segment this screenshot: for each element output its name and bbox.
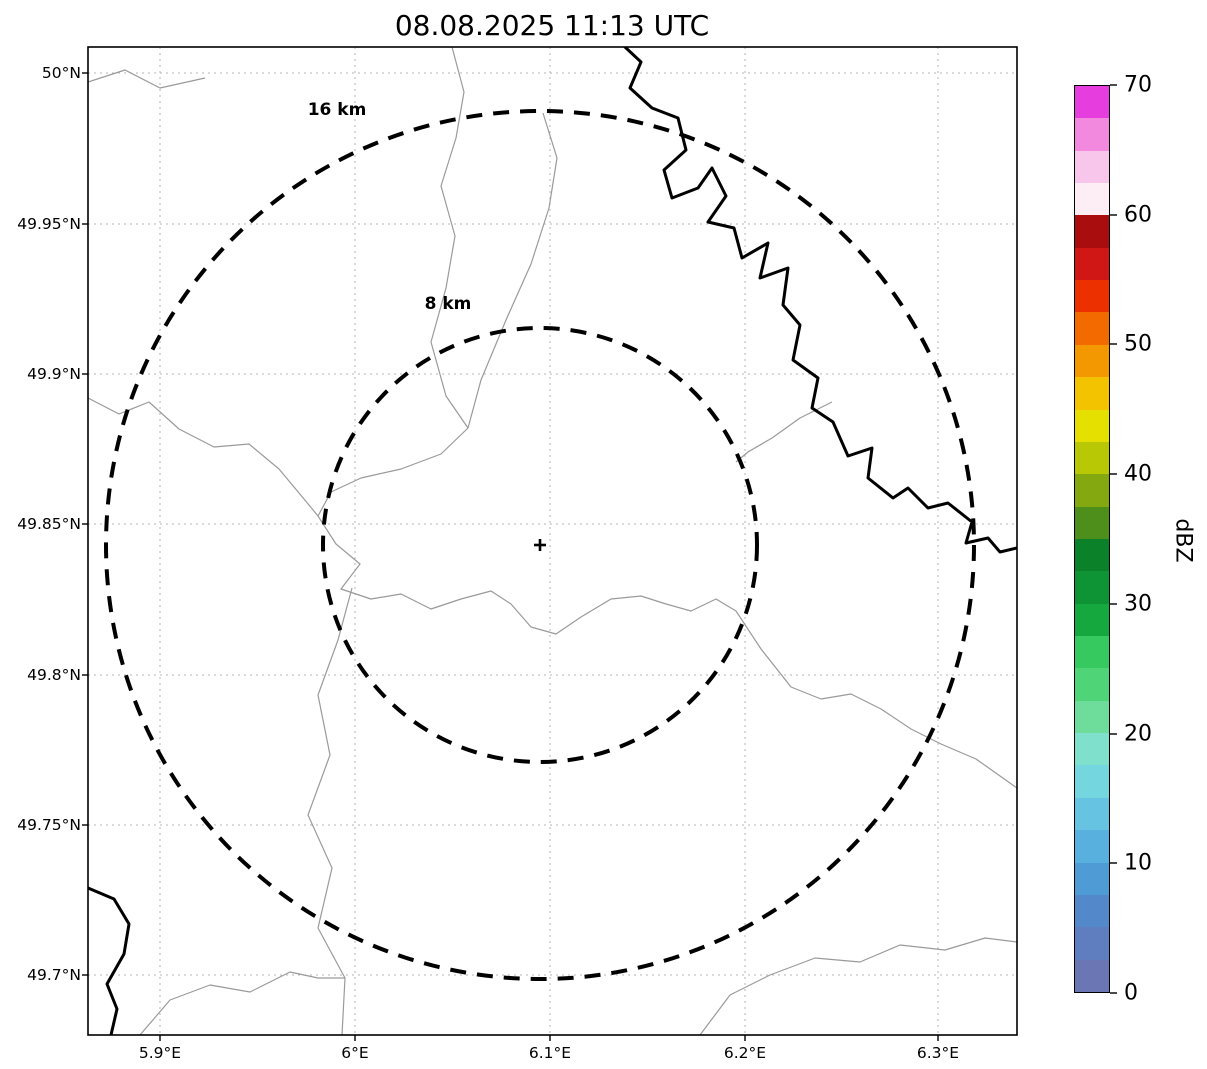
river-line [88, 47, 1017, 1035]
colorbar-tick-label: 10 [1124, 850, 1152, 876]
colorbar-segment [1075, 862, 1109, 895]
lon-tick-label: 6°E [341, 1044, 368, 1062]
colorbar-segment [1075, 894, 1109, 928]
lat-tick-label: 49.9°N [27, 365, 81, 383]
range-ring-16km [104, 109, 976, 981]
colorbar-segment [1075, 765, 1109, 798]
colorbar-segment [1075, 344, 1109, 378]
colorbar [1074, 85, 1110, 993]
colorbar-tick-label: 40 [1124, 461, 1152, 487]
colorbar-segment [1075, 700, 1109, 734]
lat-tick-label: 49.95°N [17, 215, 81, 233]
colorbar-segment [1075, 377, 1109, 410]
lat-tick-label: 50°N [42, 64, 81, 82]
colorbar-tick-label: 0 [1124, 980, 1138, 1006]
colorbar-tick-label: 30 [1124, 591, 1152, 617]
grid-lines [88, 47, 1017, 1035]
colorbar-segment [1075, 959, 1109, 992]
colorbar-segment [1075, 733, 1109, 766]
colorbar-segment [1075, 312, 1109, 345]
colorbar-segment [1075, 797, 1109, 831]
border-lines [88, 47, 1017, 1035]
colorbar-segment [1075, 571, 1109, 604]
colorbar-segment [1075, 280, 1109, 313]
lat-tick-label: 49.8°N [27, 666, 81, 684]
colorbar-tick-label: 60 [1124, 202, 1152, 228]
colorbar-tick-label: 20 [1124, 721, 1152, 747]
colorbar-segment [1075, 636, 1109, 669]
colorbar-segment [1075, 830, 1109, 863]
colorbar-segment [1075, 506, 1109, 539]
colorbar-tick-label: 70 [1124, 72, 1152, 98]
colorbar-segment [1075, 215, 1109, 248]
colorbar-segment [1075, 474, 1109, 507]
colorbar-segment [1075, 409, 1109, 442]
radar-center-marker [534, 539, 546, 551]
figure-title: 08.08.2025 11:13 UTC [394, 9, 710, 42]
colorbar-tick-label: 50 [1124, 331, 1152, 357]
colorbar-segment [1075, 441, 1109, 475]
ring-label-8km: 8 km [425, 294, 472, 314]
colorbar-segment [1075, 85, 1109, 119]
colorbar-segment [1075, 603, 1109, 637]
colorbar-axis-label: dBZ [1170, 518, 1196, 563]
axis-tick-marks [82, 72, 939, 1041]
colorbar-segment [1075, 150, 1109, 184]
lon-tick-label: 6.2°E [724, 1044, 766, 1062]
colorbar-segment [1075, 927, 1109, 960]
ring-label-16km: 16 km [308, 100, 367, 120]
colorbar-tick-marks [1110, 84, 1117, 994]
lon-tick-label: 6.3°E [917, 1044, 959, 1062]
colorbar-segment [1075, 538, 1109, 572]
lat-tick-label: 49.75°N [17, 816, 81, 834]
lon-tick-label: 5.9°E [139, 1044, 181, 1062]
map-frame [87, 46, 1018, 1036]
colorbar-segment [1075, 183, 1109, 216]
colorbar-segment [1075, 668, 1109, 701]
colorbar-segment [1075, 118, 1109, 151]
lat-tick-label: 49.85°N [17, 515, 81, 533]
range-ring-8km [321, 326, 759, 764]
colorbar-segment [1075, 247, 1109, 281]
lat-tick-label: 49.7°N [27, 966, 81, 984]
lon-tick-label: 6.1°E [529, 1044, 571, 1062]
